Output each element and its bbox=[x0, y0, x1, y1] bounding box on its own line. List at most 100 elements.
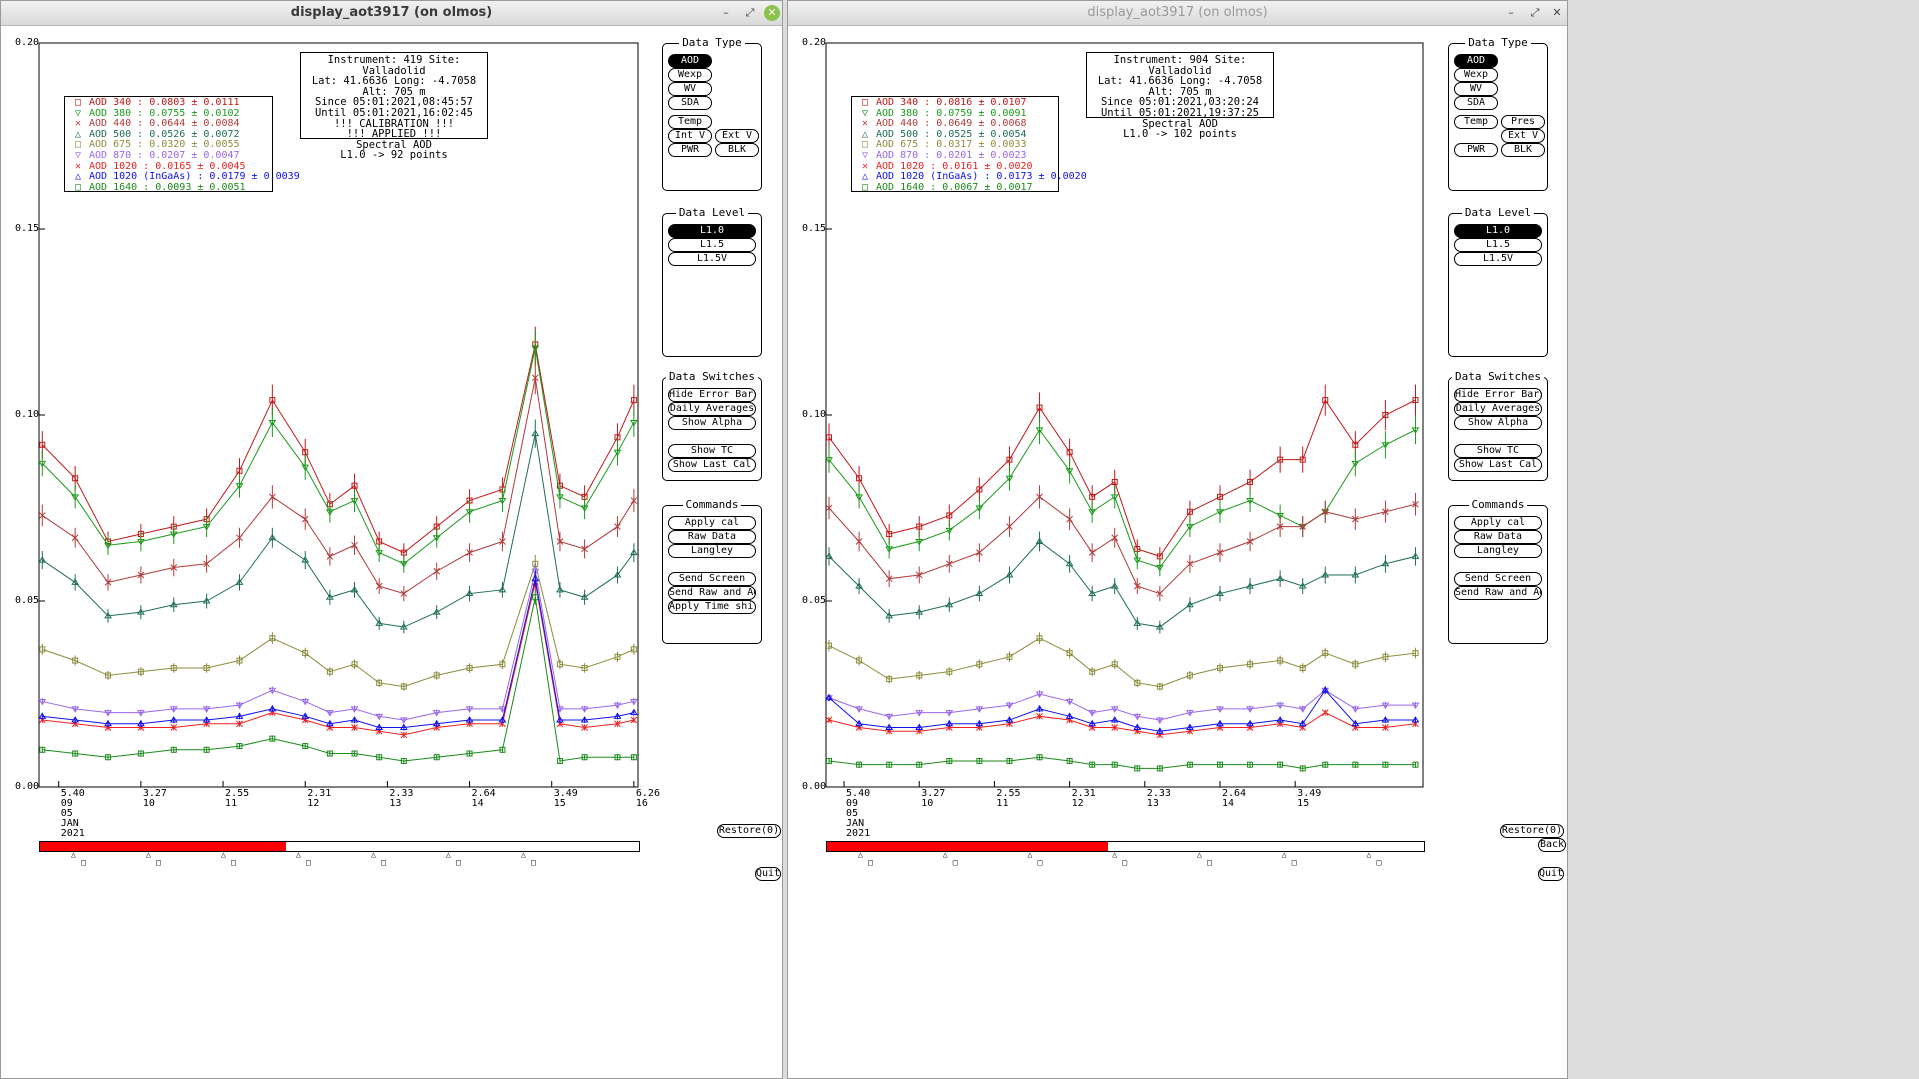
pres-button[interactable]: Pres bbox=[1501, 115, 1545, 129]
pwr-button[interactable]: PWR bbox=[668, 143, 712, 157]
l1-0-button[interactable]: L1.0 bbox=[1454, 224, 1542, 238]
data-point bbox=[466, 549, 473, 556]
send-screen-button[interactable]: Send Screen bbox=[1454, 572, 1542, 586]
x-tick-label: 2.33 13 bbox=[389, 789, 413, 809]
minimize-icon[interactable]: – bbox=[723, 6, 729, 19]
legend-label: AOD 1020 (InGaAs) : 0.0173 ± 0.0020 bbox=[876, 171, 1087, 183]
restore-button[interactable]: Restore(0) bbox=[717, 824, 781, 838]
temp-button[interactable]: Temp bbox=[668, 115, 712, 129]
wv-button[interactable]: WV bbox=[668, 82, 712, 96]
legend-label: AOD 440 : 0.0644 ± 0.0084 bbox=[89, 118, 240, 130]
x-tick-line: 3.27 bbox=[142, 788, 167, 799]
show-tc-button[interactable]: Show TC bbox=[668, 444, 756, 458]
hide-error-bars-button[interactable]: Hide Error Bars bbox=[1454, 388, 1542, 402]
langley-button[interactable]: Langley bbox=[668, 544, 756, 558]
data-point bbox=[38, 712, 47, 719]
l1-5v-button[interactable]: L1.5V bbox=[668, 252, 756, 266]
data-point bbox=[1299, 523, 1307, 530]
show-alpha-button[interactable]: Show Alpha bbox=[668, 416, 756, 430]
data-point bbox=[826, 757, 833, 764]
data-point bbox=[614, 720, 621, 728]
aod-button[interactable]: AOD bbox=[1454, 54, 1498, 68]
scrollbar-thumb[interactable] bbox=[827, 842, 1108, 851]
data-point bbox=[1065, 712, 1074, 719]
time-scrollbar[interactable] bbox=[826, 841, 1425, 852]
event-marker-icon: □ bbox=[156, 858, 161, 867]
legend-marker-icon: ▽ bbox=[74, 149, 82, 161]
series-line bbox=[828, 428, 1416, 569]
show-last-cal-button[interactable]: Show Last Cal bbox=[668, 458, 756, 472]
apply-cal-button[interactable]: Apply cal bbox=[1454, 516, 1542, 530]
data-point bbox=[1186, 761, 1193, 768]
l1-5-button[interactable]: L1.5 bbox=[1454, 238, 1542, 252]
data-point bbox=[236, 534, 243, 542]
data-point bbox=[1247, 661, 1254, 668]
sda-button[interactable]: SDA bbox=[1454, 96, 1498, 110]
window-titlebar[interactable]: display_aot3917 (on olmos) – ⤢ ✕ bbox=[788, 1, 1567, 26]
show-alpha-button[interactable]: Show Alpha bbox=[1454, 416, 1542, 430]
wv-button[interactable]: WV bbox=[1454, 82, 1498, 96]
data-point bbox=[326, 750, 333, 757]
time-scrollbar[interactable] bbox=[39, 841, 640, 852]
data-point bbox=[826, 434, 833, 441]
show-tc-button[interactable]: Show TC bbox=[1454, 444, 1542, 458]
raw-data-button[interactable]: Raw Data bbox=[1454, 530, 1542, 544]
x-tick-line: 2021 bbox=[60, 828, 85, 839]
close-icon[interactable]: ✕ bbox=[1552, 6, 1562, 19]
ext-v-button[interactable]: Ext V bbox=[1501, 129, 1545, 143]
quit-button[interactable]: Quit bbox=[755, 867, 781, 881]
ext-v-button[interactable]: Ext V bbox=[715, 129, 759, 143]
l1-5v-button[interactable]: L1.5V bbox=[1454, 252, 1542, 266]
scrollbar-thumb[interactable] bbox=[40, 842, 286, 851]
show-last-cal-button[interactable]: Show Last Cal bbox=[1454, 458, 1542, 472]
close-icon[interactable]: ✕ bbox=[764, 5, 780, 21]
pwr-button[interactable]: PWR bbox=[1454, 143, 1498, 157]
langley-button[interactable]: Langley bbox=[1454, 544, 1542, 558]
daily-averages-button[interactable]: Daily Averages bbox=[668, 402, 756, 416]
series-aod-440 bbox=[825, 485, 1419, 602]
wexp-button[interactable]: Wexp bbox=[1454, 68, 1498, 82]
restore-icon[interactable]: ⤢ bbox=[1530, 6, 1540, 19]
data-level-panel-title: Data Level bbox=[663, 206, 761, 219]
raw-data-button[interactable]: Raw Data bbox=[668, 530, 756, 544]
daily-averages-button[interactable]: Daily Averages bbox=[1454, 402, 1542, 416]
data-point bbox=[581, 545, 588, 553]
hide-error-bars-button[interactable]: Hide Error Bars bbox=[668, 388, 756, 402]
blk-button[interactable]: BLK bbox=[1501, 143, 1545, 157]
sda-button[interactable]: SDA bbox=[668, 96, 712, 110]
l1-0-button[interactable]: L1.0 bbox=[668, 224, 756, 238]
send-screen-button[interactable]: Send Screen bbox=[668, 572, 756, 586]
int-v-button[interactable]: Int V bbox=[668, 129, 712, 143]
legend-marker-icon: △ bbox=[74, 171, 82, 183]
aod-button[interactable]: AOD bbox=[668, 54, 712, 68]
data-point bbox=[376, 679, 383, 686]
data-point bbox=[350, 706, 359, 713]
data-point bbox=[71, 578, 80, 585]
minimize-icon[interactable]: – bbox=[1508, 6, 1514, 19]
apply-cal-button[interactable]: Apply cal bbox=[668, 516, 756, 530]
send-raw-and-aod-button[interactable]: Send Raw and AOD bbox=[668, 586, 756, 600]
restore-button[interactable]: Restore(0) bbox=[1500, 824, 1564, 838]
blk-button[interactable]: BLK bbox=[715, 143, 759, 157]
aod-chart[interactable] bbox=[788, 25, 1569, 1079]
temp-button[interactable]: Temp bbox=[1454, 115, 1498, 129]
data-point bbox=[137, 608, 145, 615]
wexp-button[interactable]: Wexp bbox=[668, 68, 712, 82]
apply-time-shift-button[interactable]: Apply Time shift bbox=[668, 600, 756, 614]
legend-entry: □ AOD 340 : 0.0803 ± 0.0111 bbox=[67, 97, 272, 109]
aod-chart[interactable] bbox=[1, 25, 784, 1079]
legend-label: AOD 675 : 0.0317 ± 0.0033 bbox=[876, 139, 1027, 151]
back-button[interactable]: Back bbox=[1538, 838, 1566, 852]
legend-entry: ▽ AOD 870 : 0.0207 ± 0.0047 bbox=[67, 149, 272, 162]
data-point bbox=[945, 600, 954, 608]
x-tick-line: 16 bbox=[635, 798, 648, 809]
data-point bbox=[203, 664, 210, 671]
data-point bbox=[104, 611, 112, 619]
data-point bbox=[886, 676, 893, 683]
window-titlebar[interactable]: display_aot3917 (on olmos) – ⤢ ✕ bbox=[1, 1, 782, 26]
send-raw-and-aod-button[interactable]: Send Raw and AOD bbox=[1454, 586, 1542, 600]
series-line bbox=[42, 578, 635, 728]
l1-5-button[interactable]: L1.5 bbox=[668, 238, 756, 252]
quit-button[interactable]: Quit bbox=[1538, 867, 1564, 881]
restore-icon[interactable]: ⤢ bbox=[745, 6, 755, 19]
